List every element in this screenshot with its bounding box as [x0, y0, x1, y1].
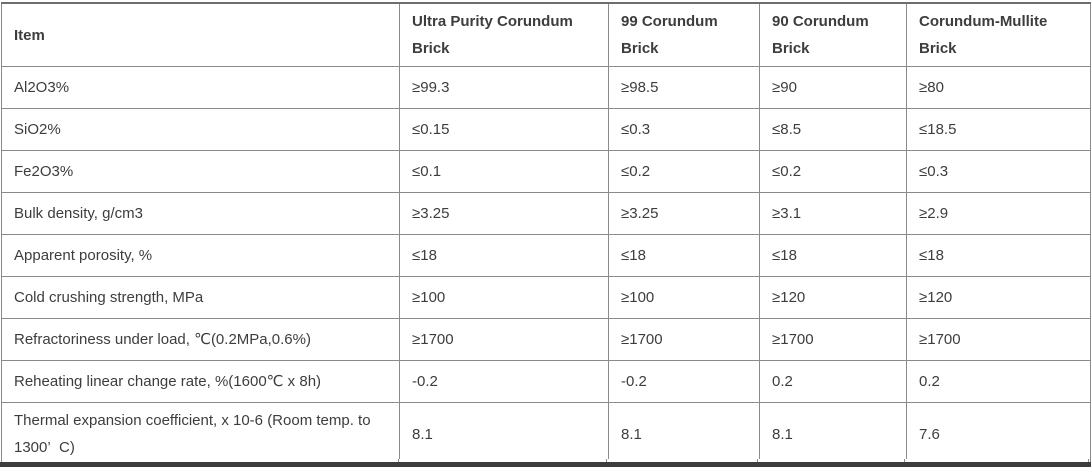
value-cell: ≥1700: [759, 318, 907, 361]
table-row: Thermal expansion coefficient, x 10-6 (R…: [1, 402, 1091, 466]
value-cell: 0.2: [906, 360, 1091, 403]
column-border-stub: [757, 459, 758, 462]
item-cell: Al2O3%: [1, 66, 400, 109]
value-cell: ≤0.2: [759, 150, 907, 193]
item-cell: Thermal expansion coefficient, x 10-6 (R…: [1, 402, 400, 466]
table-row: Al2O3% ≥99.3 ≥98.5 ≥90 ≥80: [1, 66, 1091, 109]
header-cell-item: Item: [1, 2, 400, 67]
value-cell: 7.6: [906, 402, 1091, 466]
value-cell: ≥90: [759, 66, 907, 109]
header-cell-90-corundum-brick: 90 Corundum Brick: [759, 2, 907, 67]
column-border-stub: [904, 459, 905, 462]
table-row: Refractoriness under load, ℃(0.2MPa,0.6%…: [1, 318, 1091, 361]
value-cell: ≤8.5: [759, 108, 907, 151]
value-cell: ≥3.25: [399, 192, 609, 235]
item-cell: Bulk density, g/cm3: [1, 192, 400, 235]
value-cell: ≤18: [759, 234, 907, 277]
table-row: Fe2O3% ≤0.1 ≤0.2 ≤0.2 ≤0.3: [1, 150, 1091, 193]
value-cell: ≥80: [906, 66, 1091, 109]
table-row: SiO2% ≤0.15 ≤0.3 ≤8.5 ≤18.5: [1, 108, 1091, 151]
value-cell: ≤18: [608, 234, 760, 277]
value-cell: ≥120: [906, 276, 1091, 319]
value-cell: ≥1700: [399, 318, 609, 361]
value-cell: ≤18: [399, 234, 609, 277]
value-cell: ≤0.3: [906, 150, 1091, 193]
table-row: Cold crushing strength, MPa ≥100 ≥100 ≥120 ≥…: [1, 276, 1091, 319]
item-cell: Reheating linear change rate, %(1600℃ x …: [1, 360, 400, 403]
value-cell: ≤18.5: [906, 108, 1091, 151]
value-cell: ≥3.25: [608, 192, 760, 235]
table-row: Bulk density, g/cm3 ≥3.25 ≥3.25 ≥3.1 ≥2.9: [1, 192, 1091, 235]
value-cell: 8.1: [608, 402, 760, 466]
value-cell: ≤0.2: [608, 150, 760, 193]
column-border-stub: [398, 459, 399, 462]
column-border-stub: [606, 459, 607, 462]
value-cell: 0.2: [759, 360, 907, 403]
bottom-dark-bar: [0, 462, 1091, 467]
value-cell: ≥98.5: [608, 66, 760, 109]
item-cell: Fe2O3%: [1, 150, 400, 193]
item-cell: SiO2%: [1, 108, 400, 151]
header-cell-99-corundum-brick: 99 Corundum Brick: [608, 2, 760, 67]
value-cell: ≥3.1: [759, 192, 907, 235]
column-border-stub: [1, 459, 2, 462]
value-cell: ≥120: [759, 276, 907, 319]
value-cell: ≤0.1: [399, 150, 609, 193]
value-cell: ≥100: [608, 276, 760, 319]
item-cell: Apparent porosity, %: [1, 234, 400, 277]
header-cell-ultra-purity-corundum-brick: Ultra Purity Corundum Brick: [399, 2, 609, 67]
item-cell: Cold crushing strength, MPa: [1, 276, 400, 319]
table-body: Al2O3% ≥99.3 ≥98.5 ≥90 ≥80 SiO2% ≤0.15 ≤0.3 ≤8.5…: [1, 66, 1091, 466]
value-cell: ≥1700: [608, 318, 760, 361]
value-cell: ≤18: [906, 234, 1091, 277]
table-row: Apparent porosity, % ≤18 ≤18 ≤18 ≤18: [1, 234, 1091, 277]
partial-next-row: [1, 459, 1089, 462]
header-cell-corundum-mullite-brick: Corundum-Mullite Brick: [906, 2, 1091, 67]
value-cell: -0.2: [608, 360, 760, 403]
item-cell: Refractoriness under load, ℃(0.2MPa,0.6%…: [1, 318, 400, 361]
value-cell: 8.1: [759, 402, 907, 466]
column-border-stub: [1088, 459, 1089, 462]
value-cell: ≥99.3: [399, 66, 609, 109]
value-cell: ≥2.9: [906, 192, 1091, 235]
header-row: Item Ultra Purity Corundum Brick 99 Coru…: [1, 2, 1091, 67]
value-cell: ≤0.3: [608, 108, 760, 151]
value-cell: ≥1700: [906, 318, 1091, 361]
value-cell: 8.1: [399, 402, 609, 466]
table-row: Reheating linear change rate, %(1600℃ x …: [1, 360, 1091, 403]
value-cell: ≥100: [399, 276, 609, 319]
value-cell: -0.2: [399, 360, 609, 403]
value-cell: ≤0.15: [399, 108, 609, 151]
